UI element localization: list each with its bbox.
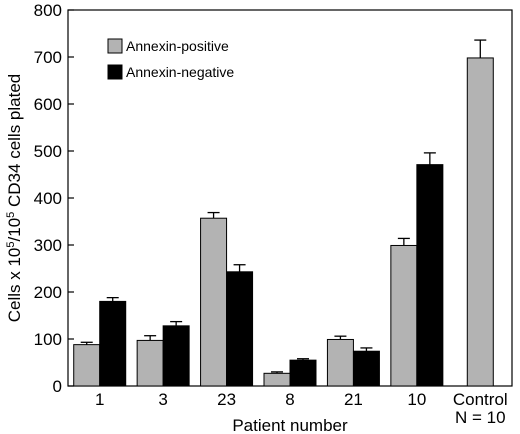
y-tick-label: 300: [34, 236, 62, 255]
bars: [73, 39, 494, 387]
bar: [466, 57, 494, 387]
bar: [390, 244, 418, 387]
bar: [416, 164, 444, 387]
bar: [226, 271, 254, 387]
y-tick-label: 500: [34, 142, 62, 161]
bar: [99, 300, 127, 387]
x-tick-label: Control: [453, 390, 508, 409]
x-tick-label: 1: [95, 390, 104, 409]
bar: [326, 338, 354, 387]
x-tick-label: 3: [158, 390, 167, 409]
bar: [162, 325, 190, 387]
x-tick-label: 10: [407, 390, 426, 409]
y-tick-label: 200: [34, 283, 62, 302]
y-tick-label: 100: [34, 330, 62, 349]
bar: [289, 359, 317, 387]
bar: [136, 339, 164, 387]
x-axis-label: Patient number: [232, 416, 348, 434]
bar: [73, 344, 101, 387]
bar: [200, 217, 228, 387]
legend-label: Annexin-negative: [126, 64, 234, 80]
x-tick-label: N = 10: [455, 408, 506, 427]
x-tick-label: 8: [285, 390, 294, 409]
y-tick-label: 400: [34, 189, 62, 208]
axes: 0 100 200 300 400 500 600 700 800 1 3 23 8 21 10 Contro…: [34, 1, 513, 427]
y-tick-label: 700: [34, 48, 62, 67]
bar: [263, 372, 291, 387]
x-tick-label: 21: [344, 390, 363, 409]
y-axis-label-sup2: 5: [5, 212, 17, 218]
legend-swatch: [107, 38, 123, 54]
y-axis-label-part3: CD34 cells plated: [5, 74, 24, 212]
legend-swatch: [107, 64, 123, 80]
y-tick-label: 600: [34, 95, 62, 114]
y-axis-label-part2: /10: [5, 218, 24, 242]
legend-label: Annexin-positive: [126, 38, 229, 54]
legend: Annexin-positive Annexin-negative: [107, 38, 234, 80]
y-axis-label: Cells x 105/105 CD34 cells plated: [5, 74, 24, 323]
y-axis-label-sup1: 5: [5, 241, 17, 247]
bar: [352, 350, 380, 387]
x-tick-label: 23: [217, 390, 236, 409]
y-axis-label-part1: Cells x 10: [5, 248, 24, 323]
y-tick-label: 0: [53, 377, 62, 396]
y-tick-label: 800: [34, 1, 62, 20]
